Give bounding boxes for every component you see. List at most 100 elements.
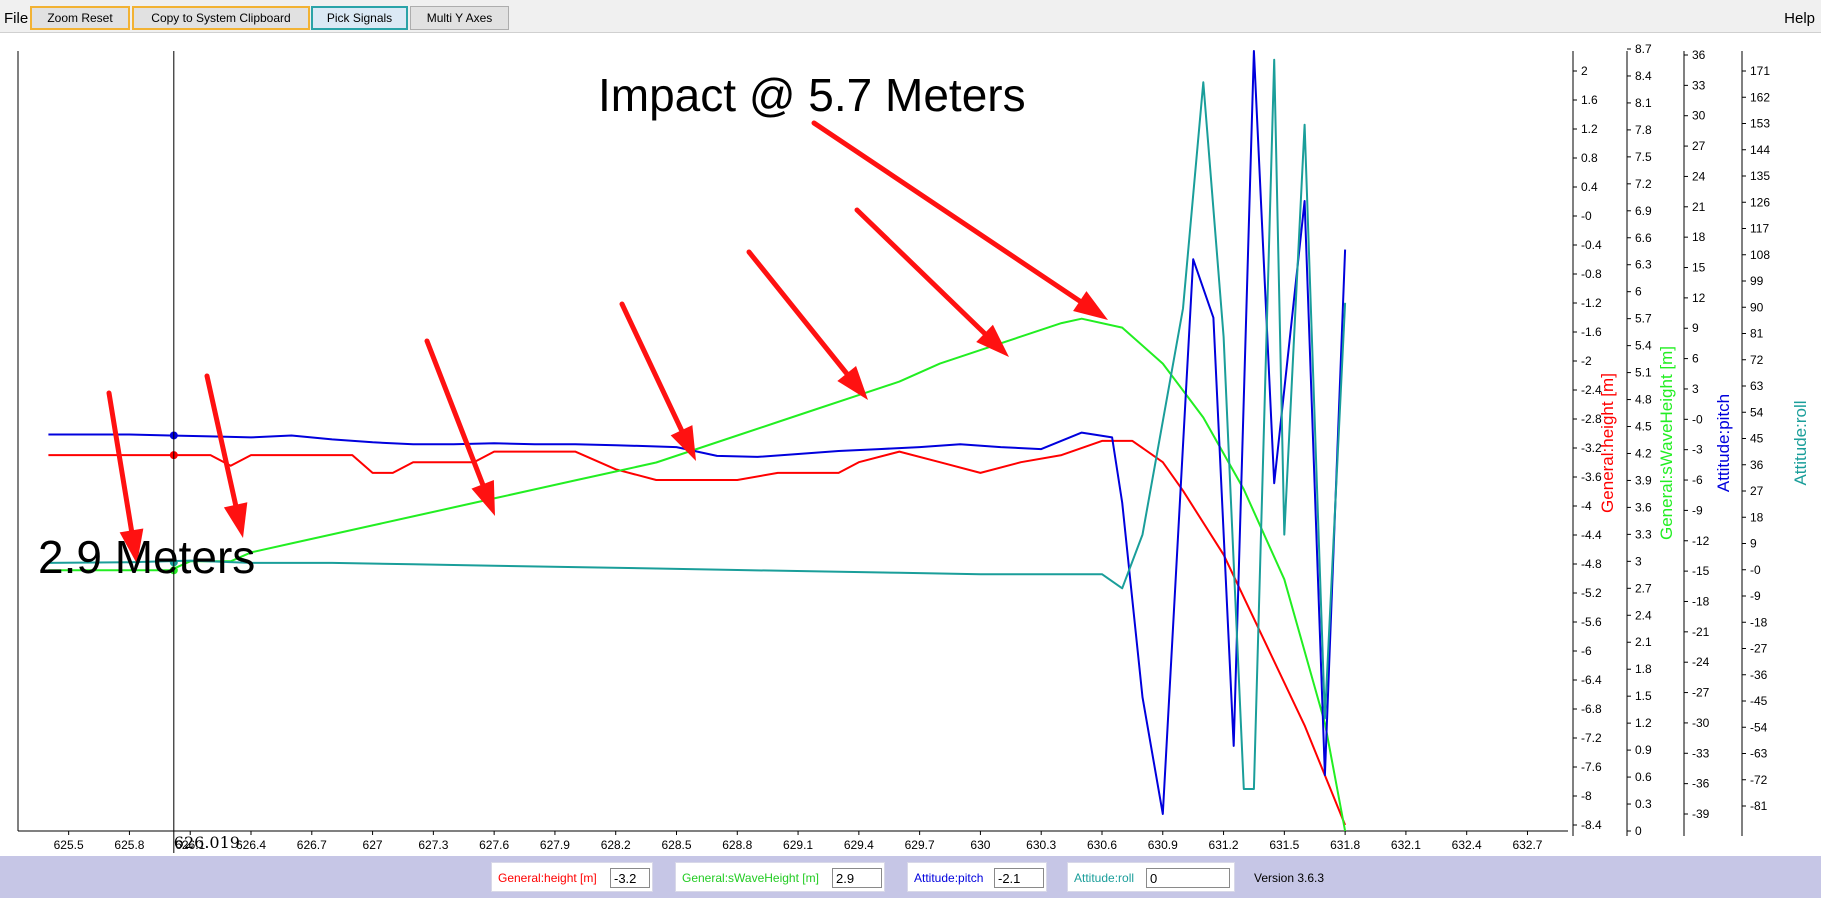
height-y-tick-label: -7.2 — [1581, 731, 1602, 745]
x-tick-label: 626.7 — [297, 838, 327, 852]
zoom-reset-button[interactable]: Zoom Reset — [30, 6, 130, 30]
wave-y-tick-label: 5.7 — [1635, 312, 1652, 326]
roll-y-tick-label: -9 — [1750, 589, 1761, 603]
roll-y-tick-label: 63 — [1750, 379, 1764, 393]
start-annotation: 2.9 Meters — [38, 531, 255, 583]
height-y-tick-label: -1.2 — [1581, 296, 1602, 310]
wave-y-tick-label: 4.8 — [1635, 393, 1652, 407]
annotation-arrow-head — [471, 479, 495, 516]
menu-file[interactable]: File — [4, 10, 29, 27]
roll-axis-title: Attitude:roll — [1791, 400, 1810, 485]
wave-y-tick-label: 7.8 — [1635, 123, 1652, 137]
wave-y-tick-label: 2.7 — [1635, 581, 1652, 595]
pitch-series-line — [48, 50, 1347, 815]
height-y-tick-label: -4.8 — [1581, 557, 1602, 571]
pitch-y-tick-label: -21 — [1692, 625, 1710, 639]
height-y-tick-label: 0.4 — [1581, 180, 1598, 194]
wave-readout-label: General:sWaveHeight [m] — [682, 871, 819, 885]
wave-y-tick-label: 2.1 — [1635, 635, 1652, 649]
wave-y-tick-label: 8.4 — [1635, 69, 1652, 83]
wave-axis-title: General:sWaveHeight [m] — [1657, 346, 1676, 540]
annotation-arrow-head — [837, 365, 868, 400]
roll-y-tick-label: 135 — [1750, 169, 1770, 183]
wave-y-tick-label: 7.2 — [1635, 177, 1652, 191]
annotation-arrow-shaft — [204, 373, 239, 508]
roll-value-field[interactable] — [1146, 868, 1230, 888]
wave-y-tick-label: 8.1 — [1635, 96, 1652, 110]
pitch-y-tick-label: -39 — [1692, 807, 1710, 821]
pitch-y-tick-label: 30 — [1692, 109, 1706, 123]
pitch-y-tick-label: 15 — [1692, 261, 1706, 275]
multi-y-axes-button[interactable]: Multi Y Axes — [410, 6, 509, 30]
x-tick-label: 629.1 — [783, 838, 813, 852]
x-tick-label: 631.2 — [1209, 838, 1239, 852]
pitch-y-tick-label: -6 — [1692, 473, 1703, 487]
pitch-y-tick-label: -27 — [1692, 686, 1710, 700]
roll-y-tick-label: -27 — [1750, 642, 1768, 656]
height-y-tick-label: -2.4 — [1581, 383, 1602, 397]
x-tick-label: 630 — [970, 838, 990, 852]
roll-y-tick-label: 27 — [1750, 484, 1764, 498]
x-tick-label: 632.4 — [1452, 838, 1482, 852]
pitch-value-field[interactable] — [994, 868, 1044, 888]
height-y-tick-label: -0.4 — [1581, 238, 1602, 252]
impact-annotation: Impact @ 5.7 Meters — [598, 69, 1026, 121]
x-tick-label: 628.2 — [601, 838, 631, 852]
roll-y-tick-label: 162 — [1750, 90, 1770, 104]
wave-y-tick-label: 2.4 — [1635, 608, 1652, 622]
x-tick-label: 628.5 — [661, 838, 691, 852]
height-y-tick-label: -6 — [1581, 644, 1592, 658]
height-y-tick-label: 1.6 — [1581, 93, 1598, 107]
menu-help[interactable]: Help — [1784, 10, 1815, 27]
roll-y-tick-label: -63 — [1750, 747, 1768, 761]
wave-series-line — [48, 317, 1347, 832]
version-label: Version 3.6.3 — [1254, 871, 1325, 885]
height-value-field[interactable] — [610, 868, 650, 888]
wave-y-tick-label: 6.3 — [1635, 258, 1652, 272]
wave-y-tick-label: 0.6 — [1635, 770, 1652, 784]
height-y-tick-label: -5.2 — [1581, 586, 1602, 600]
wave-y-tick-label: 7.5 — [1635, 150, 1652, 164]
roll-y-tick-label: 72 — [1750, 353, 1764, 367]
wave-y-tick-label: 1.5 — [1635, 689, 1652, 703]
status-bar: General:height [m] General:sWaveHeight [… — [0, 856, 1821, 898]
roll-readout-label: Attitude:roll — [1074, 871, 1135, 885]
wave-y-tick-label: 6.6 — [1635, 231, 1652, 245]
pick-signals-button[interactable]: Pick Signals — [311, 6, 408, 30]
x-tick-label: 627.3 — [418, 838, 448, 852]
roll-y-tick-label: 36 — [1750, 458, 1764, 472]
wave-y-tick-label: 4.5 — [1635, 420, 1652, 434]
height-y-tick-label: 2 — [1581, 64, 1588, 78]
roll-y-tick-label: -45 — [1750, 694, 1768, 708]
height-y-tick-label: -1.6 — [1581, 325, 1602, 339]
pitch-y-tick-label: 6 — [1692, 352, 1699, 366]
roll-y-tick-label: 90 — [1750, 300, 1764, 314]
x-tick-label: 631.5 — [1269, 838, 1299, 852]
wave-value-field[interactable] — [832, 868, 882, 888]
roll-y-tick-label: 117 — [1750, 222, 1769, 236]
x-tick-label: 627.6 — [479, 838, 509, 852]
height-y-tick-label: 0.8 — [1581, 151, 1598, 165]
wave-y-tick-label: 3 — [1635, 554, 1642, 568]
roll-y-tick-label: -36 — [1750, 668, 1768, 682]
pitch-y-tick-label: 3 — [1692, 382, 1699, 396]
pitch-y-tick-label: 27 — [1692, 139, 1706, 153]
pitch-axis-title: Attitude:pitch — [1714, 394, 1733, 492]
roll-y-tick-label: -54 — [1750, 720, 1768, 734]
roll-y-tick-label: 108 — [1750, 248, 1770, 262]
roll-readout: Attitude:roll — [1067, 862, 1235, 892]
height-axis-title: General:height [m] — [1598, 373, 1617, 513]
copy-clipboard-button[interactable]: Copy to System Clipboard — [132, 6, 310, 30]
annotation-arrow-head — [119, 528, 144, 564]
height-y-tick-label: -5.6 — [1581, 615, 1602, 629]
chart-canvas[interactable]: 625.5 625.8 626.1 626.4 626.7 627 627.3 627.6 62… — [0, 33, 1821, 856]
pitch-y-tick-label: -36 — [1692, 777, 1710, 791]
menu-bar: File Zoom Reset Copy to System Clipboard… — [0, 0, 1821, 33]
wave-y-tick-label: 3.6 — [1635, 500, 1652, 514]
x-tick-label: 632.7 — [1512, 838, 1542, 852]
pitch-y-tick-label: -18 — [1692, 594, 1710, 608]
roll-y-tick-label: 81 — [1750, 327, 1764, 341]
annotation-arrow-head — [223, 502, 248, 538]
pitch-y-tick-label: 33 — [1692, 78, 1706, 92]
roll-y-tick-label: 18 — [1750, 510, 1764, 524]
